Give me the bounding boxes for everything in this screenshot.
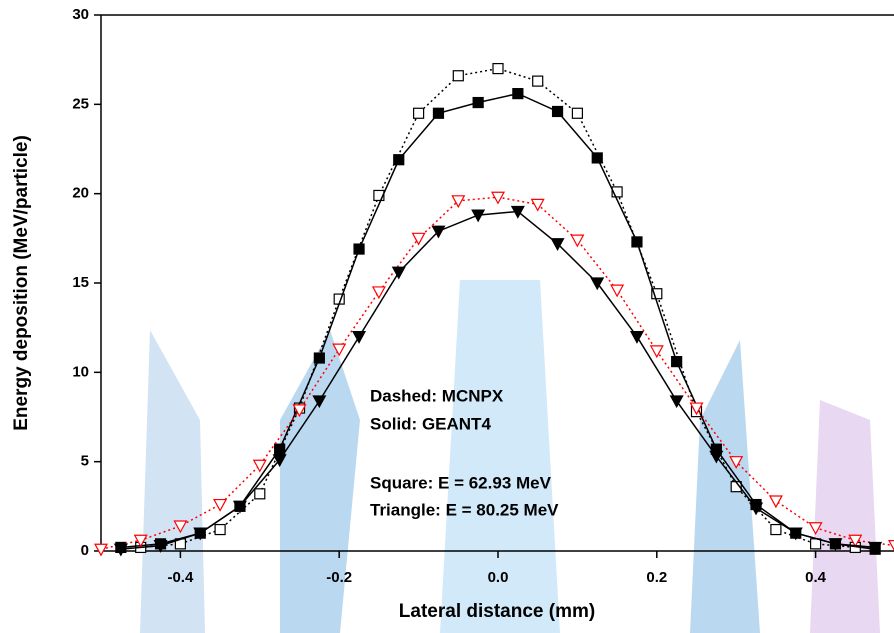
x-tick-label: 0.2 xyxy=(646,569,667,586)
marker xyxy=(252,459,267,473)
marker xyxy=(472,96,484,109)
marker xyxy=(193,527,208,541)
marker xyxy=(591,152,603,164)
watermark-shape xyxy=(810,400,880,633)
y-tick-label: 5 xyxy=(81,453,89,470)
y-tick-label: 0 xyxy=(81,542,89,559)
marker xyxy=(113,543,128,557)
marker xyxy=(669,395,684,409)
marker xyxy=(391,266,406,280)
marker xyxy=(828,538,843,552)
series-line xyxy=(120,210,876,550)
marker xyxy=(353,243,365,255)
marker xyxy=(133,534,148,548)
y-tick-label: 10 xyxy=(72,363,89,380)
y-tick-label: 15 xyxy=(72,274,89,291)
watermark xyxy=(140,280,880,633)
y-tick-label: 30 xyxy=(72,6,89,23)
annotation: Triangle: E = 80.25 MeV xyxy=(370,500,559,519)
watermark-shape xyxy=(280,330,360,633)
marker xyxy=(213,498,228,512)
marker xyxy=(492,62,504,75)
marker xyxy=(272,454,287,468)
marker xyxy=(631,236,643,248)
marker xyxy=(651,288,663,300)
marker xyxy=(887,540,894,552)
annotation: Square: E = 62.93 MeV xyxy=(370,473,552,492)
marker xyxy=(671,356,683,368)
marker xyxy=(490,191,506,205)
marker xyxy=(551,105,564,118)
marker xyxy=(590,277,605,291)
marker xyxy=(629,331,644,344)
marker xyxy=(232,500,247,514)
marker xyxy=(768,495,783,509)
marker xyxy=(512,88,524,100)
marker xyxy=(610,284,625,298)
marker xyxy=(571,107,584,119)
marker xyxy=(173,520,188,534)
y-tick-label: 25 xyxy=(72,95,89,112)
marker xyxy=(451,195,466,209)
marker xyxy=(749,502,764,516)
marker xyxy=(510,205,525,219)
marker xyxy=(471,209,486,223)
marker xyxy=(770,523,782,536)
y-tick-label: 20 xyxy=(72,185,89,202)
marker xyxy=(352,331,367,344)
marker xyxy=(452,70,464,82)
x-axis-title: Lateral distance (mm) xyxy=(399,601,595,622)
marker xyxy=(550,238,565,251)
marker xyxy=(411,232,426,246)
marker xyxy=(393,154,405,166)
marker xyxy=(93,543,109,557)
annotation: Solid: GEANT4 xyxy=(370,414,491,433)
marker xyxy=(611,186,623,198)
marker xyxy=(153,540,168,553)
watermark-shape xyxy=(690,340,760,633)
marker xyxy=(848,534,863,548)
marker xyxy=(729,456,744,469)
marker xyxy=(532,75,544,87)
watermark-shape xyxy=(440,280,560,633)
marker xyxy=(788,527,803,541)
y-axis-title: Energy deposition (MeV/particle) xyxy=(11,135,32,431)
marker xyxy=(373,189,385,202)
marker xyxy=(868,541,883,555)
marker xyxy=(809,538,822,550)
marker xyxy=(214,523,226,536)
x-tick-label: 0.0 xyxy=(488,569,509,586)
marker xyxy=(274,443,286,455)
marker xyxy=(808,522,823,536)
x-tick-label: 0.4 xyxy=(805,569,827,586)
marker xyxy=(709,450,724,464)
marker xyxy=(530,198,545,212)
marker xyxy=(292,404,307,418)
annotation: Dashed: MCNPX xyxy=(370,386,504,405)
marker xyxy=(332,343,347,357)
marker xyxy=(689,402,704,416)
x-tick-label: -0.4 xyxy=(167,569,194,586)
marker xyxy=(431,225,446,239)
marker xyxy=(570,234,585,248)
series-line xyxy=(120,92,876,550)
watermark-shape xyxy=(140,330,205,633)
x-tick-label: -0.2 xyxy=(326,569,352,586)
marker xyxy=(371,286,386,300)
marker xyxy=(432,107,445,119)
marker xyxy=(312,395,327,409)
marker xyxy=(313,352,325,364)
marker xyxy=(649,345,664,359)
marker xyxy=(413,107,425,119)
marker xyxy=(254,488,266,500)
